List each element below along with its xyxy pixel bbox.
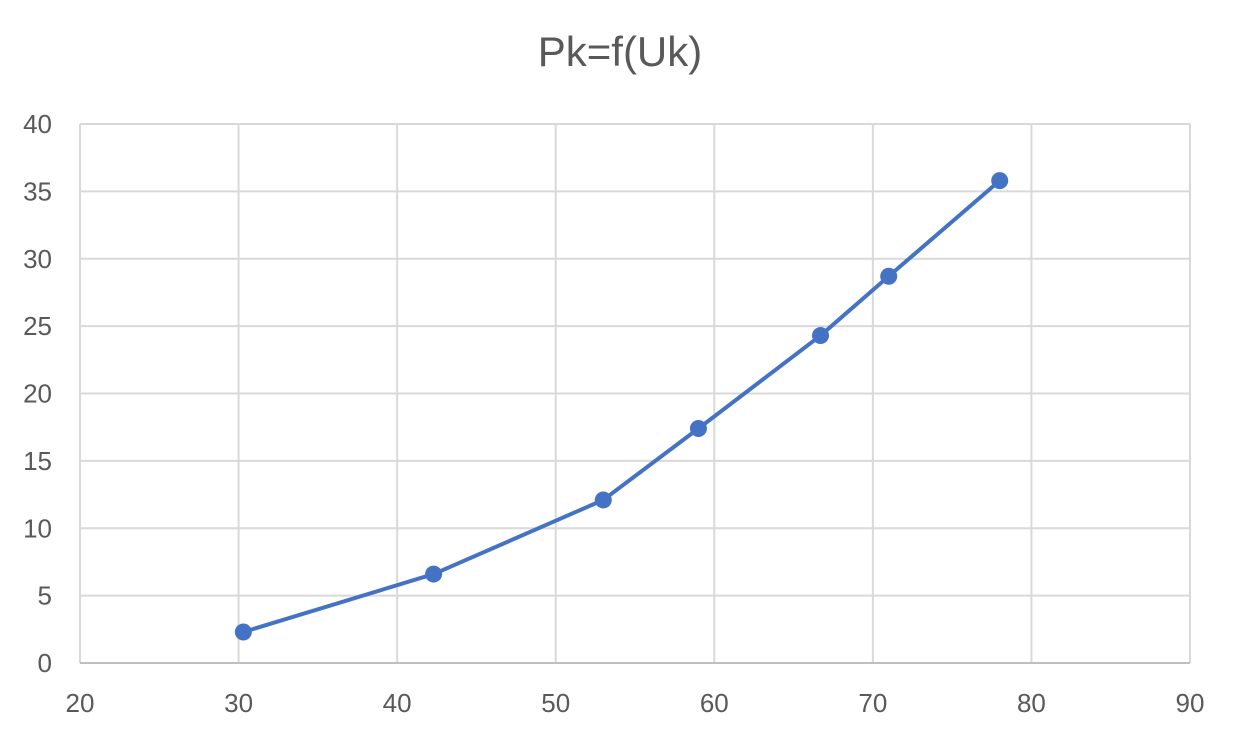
y-tick-label: 0: [38, 648, 52, 678]
y-tick-label: 40: [23, 109, 52, 139]
series-line: [242, 179, 1002, 634]
y-tick-label: 20: [23, 379, 52, 409]
chart-title: Pk=f(Uk): [537, 28, 703, 75]
x-tick-label: 40: [383, 688, 412, 718]
y-tick-label: 35: [23, 176, 52, 206]
y-tick-label: 25: [23, 311, 52, 341]
y-tick-label: 15: [23, 446, 52, 476]
y-tick-label: 10: [23, 513, 52, 543]
x-tick-label: 60: [700, 688, 729, 718]
x-tick-label: 20: [66, 688, 95, 718]
data-point: [425, 565, 443, 583]
data-point: [689, 420, 707, 438]
y-tick-label: 5: [38, 581, 52, 611]
x-tick-label: 50: [541, 688, 570, 718]
x-tick-label: 30: [224, 688, 253, 718]
x-tick-label: 90: [1176, 688, 1205, 718]
x-tick-label: 80: [1017, 688, 1046, 718]
data-point: [594, 491, 612, 509]
y-tick-label: 30: [23, 244, 52, 274]
series-group: [234, 172, 1009, 641]
data-point: [234, 623, 252, 641]
data-point: [991, 172, 1009, 190]
data-point: [880, 267, 898, 285]
grid-lines: [79, 123, 1191, 663]
x-tick-label: 70: [858, 688, 887, 718]
tick-labels: 0 5 10 15 20 25 30 35 40 20 30 40 50 60 70 80 90: [23, 109, 1204, 718]
data-point: [812, 327, 830, 345]
